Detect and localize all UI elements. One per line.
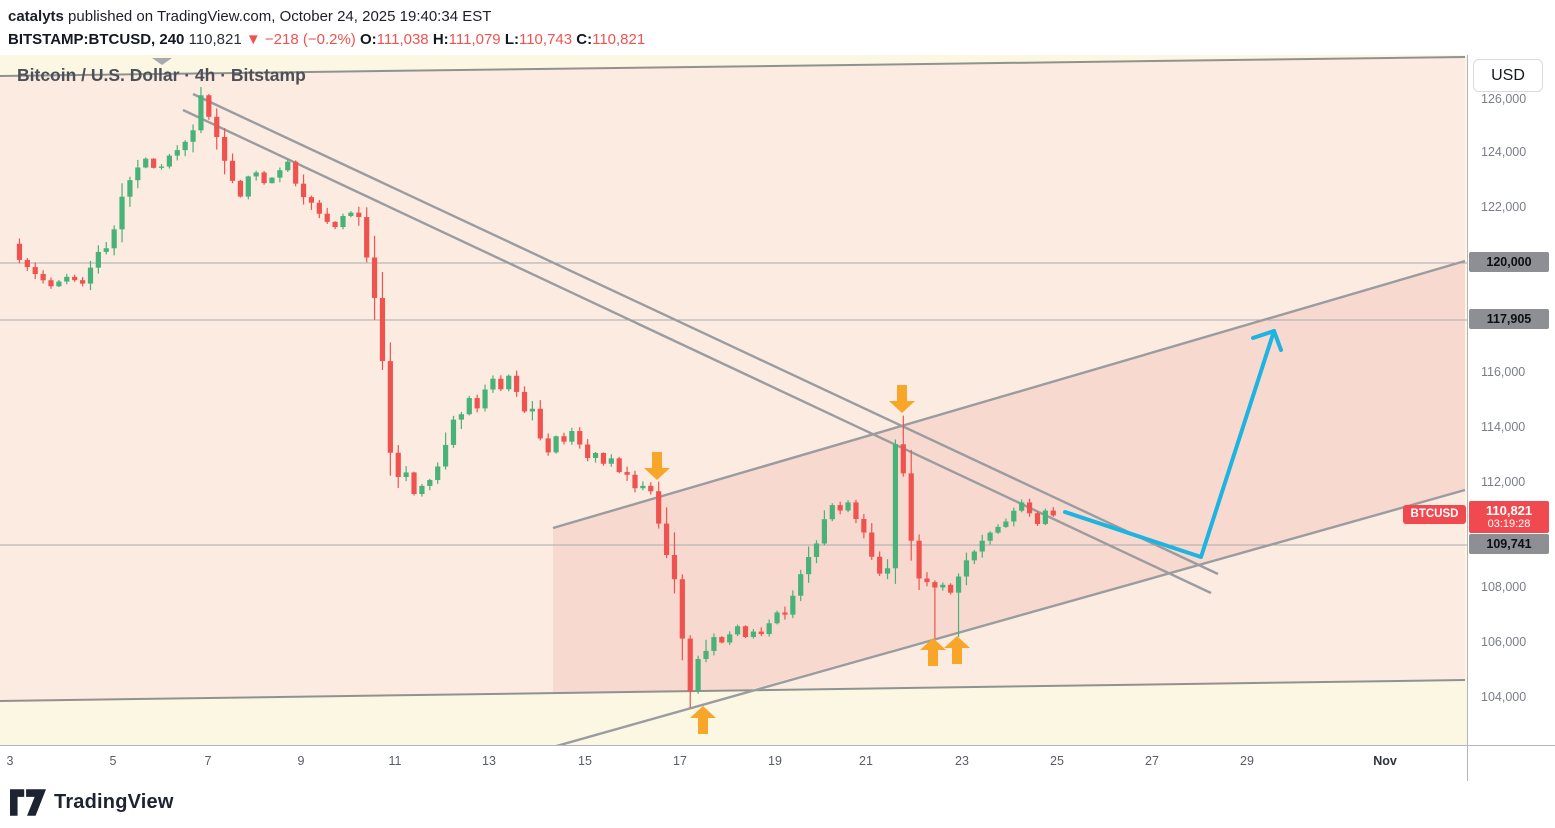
- down-arrow-marker[interactable]: [644, 452, 670, 480]
- last-price: 110,821: [188, 31, 242, 48]
- price-tick-label: 108,000: [1481, 580, 1527, 594]
- time-tick-label: 11: [388, 754, 402, 768]
- last-price-badge-value: 110,821: [1485, 503, 1533, 518]
- time-tick-label: 9: [297, 754, 305, 768]
- trendline-descending-resistance-1[interactable]: [192, 92, 1219, 576]
- price-level-badge: 120,000: [1469, 252, 1549, 272]
- time-tick-label: Nov: [1373, 754, 1397, 768]
- price-tick-label: 112,000: [1481, 475, 1526, 489]
- last-price-badge: 110,821 03:19:28: [1469, 501, 1549, 533]
- price-tick-label: 126,000: [1481, 92, 1527, 106]
- price-change: −218 (−0.2%): [264, 31, 356, 48]
- up-arrow-marker[interactable]: [920, 638, 946, 666]
- symbol-info-row: BITSTAMP:BTCUSD, 240 110,821 ▼ −218 (−0.…: [8, 29, 645, 51]
- axis-corner-divider: [1467, 745, 1468, 781]
- blue-projection-arrow[interactable]: [1063, 329, 1283, 559]
- low-label: L:: [504, 31, 519, 48]
- price-level-badge: 109,741: [1469, 534, 1549, 554]
- down-triangle-icon: ▼: [245, 31, 261, 48]
- byline: catalyts published on TradingView.com, O…: [8, 6, 491, 28]
- tradingview-logo-text: TradingView: [54, 791, 174, 813]
- time-tick-label: 23: [955, 754, 969, 768]
- tradingview-logo-icon: [10, 789, 46, 816]
- chart-legend-title[interactable]: Bitcoin / U.S. Dollar · 4h · Bitstamp: [17, 65, 306, 85]
- time-tick-label: 27: [1145, 754, 1159, 768]
- price-tick-label: 104,000: [1481, 690, 1527, 704]
- trendline-descending-resistance-2[interactable]: [182, 108, 1212, 595]
- time-tick-label: 21: [859, 754, 873, 768]
- tradingview-logo[interactable]: TradingView: [10, 789, 174, 816]
- price-tick-label: 124,000: [1481, 145, 1527, 159]
- open-value: 111,038: [376, 31, 429, 48]
- up-arrow-marker[interactable]: [944, 636, 970, 664]
- time-tick-label: 3: [6, 754, 14, 768]
- footer: TradingView: [0, 781, 1555, 828]
- author-name: catalyts: [8, 8, 64, 25]
- high-label: H:: [432, 31, 449, 48]
- time-tick-label: 5: [109, 754, 117, 768]
- price-tick-label: 106,000: [1481, 635, 1527, 649]
- close-value: 110,821: [592, 31, 646, 48]
- time-tick-label: 29: [1240, 754, 1254, 768]
- up-arrow-marker[interactable]: [690, 706, 716, 734]
- byline-text: published on TradingView.com, October 24…: [63, 8, 492, 25]
- high-value: 111,079: [448, 31, 501, 48]
- time-tick-label: 13: [482, 754, 496, 768]
- anchor-triangle-icon: [152, 58, 172, 65]
- trendline-ascending-channel-top[interactable]: [552, 259, 1466, 530]
- bar-countdown: 03:19:28: [1487, 518, 1531, 530]
- time-tick-label: 15: [578, 754, 592, 768]
- open-label: O:: [359, 31, 377, 48]
- time-tick-label: 19: [768, 754, 782, 768]
- price-level-badge: 117,905: [1469, 309, 1549, 329]
- price-tick-label: 114,000: [1481, 420, 1526, 434]
- time-axis[interactable]: 3 5 7 9 11 13 15 17 19 21 23 25 27 29 Nov: [0, 745, 1555, 782]
- symbol-flag-badge[interactable]: BTCUSD: [1403, 505, 1466, 524]
- low-value: 110,743: [518, 31, 573, 48]
- time-tick-label: 17: [673, 754, 687, 768]
- band-line-top[interactable]: [0, 56, 1466, 77]
- symbol-name: BITSTAMP:BTCUSD, 240: [8, 31, 185, 48]
- currency-toggle-button[interactable]: USD: [1473, 59, 1543, 92]
- price-tick-label: 116,000: [1481, 365, 1526, 379]
- down-arrow-marker[interactable]: [889, 385, 915, 413]
- price-axis[interactable]: USD 126,000 124,000 122,000 116,000 114,000 1…: [1467, 55, 1555, 745]
- time-tick-label: 25: [1050, 754, 1064, 768]
- time-tick-label: 7: [204, 754, 212, 768]
- band-line-bottom[interactable]: [0, 679, 1466, 702]
- ascending-channel-fill[interactable]: [553, 261, 1465, 694]
- candlestick-series: [16, 87, 1056, 708]
- close-label: C:: [576, 31, 593, 48]
- price-tick-label: 122,000: [1481, 200, 1527, 214]
- price-chart[interactable]: [0, 55, 1467, 745]
- trendline-ascending-channel-bottom[interactable]: [553, 488, 1466, 745]
